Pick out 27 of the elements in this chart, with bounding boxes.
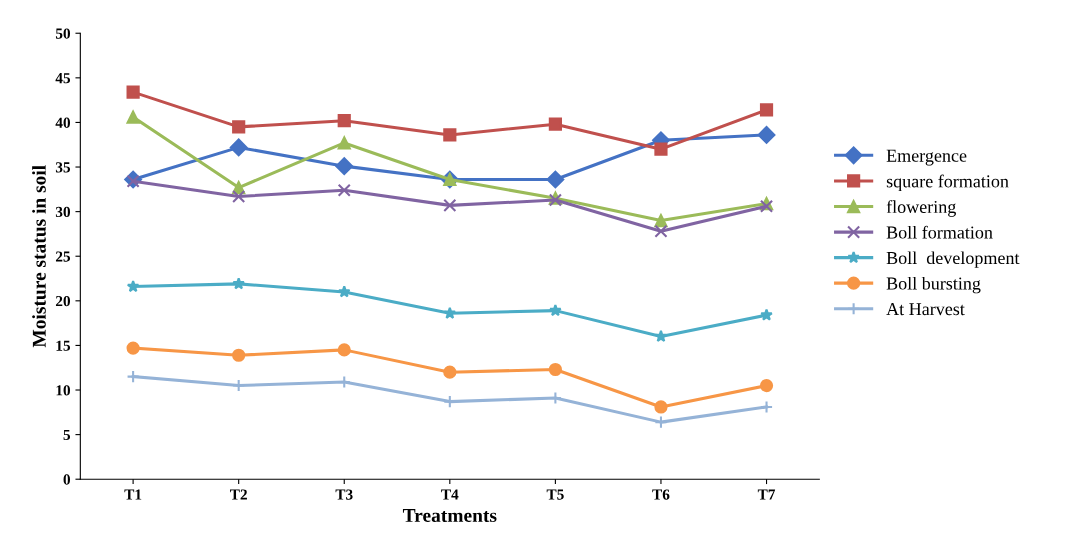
legend-label: Boll development: [886, 251, 1020, 268]
x-tick-label: T7: [757, 489, 776, 500]
x-axis-title: Treatments: [402, 509, 497, 523]
x-tick-label: T5: [546, 489, 564, 500]
y-tick-label: 5: [63, 429, 71, 441]
y-tick-label: 25: [55, 251, 71, 262]
x-tick-label: T3: [335, 489, 353, 500]
legend-label: Boll bursting: [886, 276, 981, 294]
y-tick-label: 50: [55, 28, 71, 39]
y-tick-label: 15: [56, 340, 71, 351]
x-tick-label: T2: [230, 489, 247, 500]
legend-label: square formation: [886, 174, 1009, 192]
y-tick-label: 10: [56, 385, 71, 396]
y-tick-label: 40: [55, 117, 71, 128]
y-tick-label: 35: [55, 162, 71, 173]
legend-label: Emergence: [886, 149, 967, 166]
x-tick-label: T1: [124, 489, 142, 500]
y-tick-label: 20: [55, 295, 71, 307]
y-tick-label: 0: [63, 474, 71, 485]
legend-label: At Harvest: [886, 303, 965, 316]
legend-label: Boll formation: [886, 225, 993, 239]
y-tick-label: 45: [55, 73, 71, 84]
y-axis-title: Moisture status in soil: [32, 165, 46, 348]
y-tick-label: 30: [55, 206, 71, 218]
legend-label: flowering: [886, 200, 956, 217]
x-tick-label: T4: [441, 489, 459, 500]
x-tick-label: T6: [652, 489, 670, 500]
